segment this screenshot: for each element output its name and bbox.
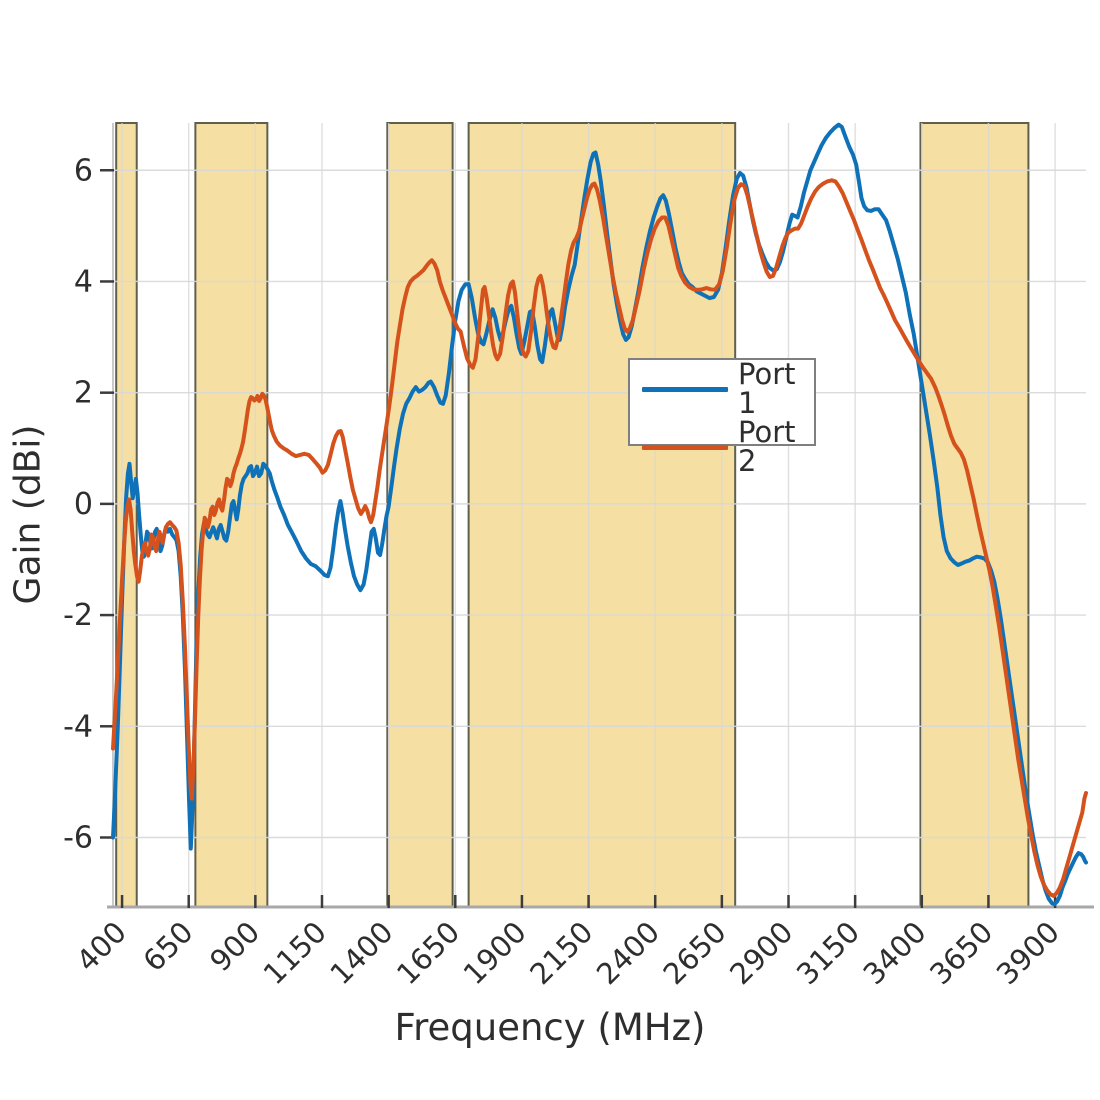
- y-tick-label: 0: [74, 487, 93, 522]
- highlight-band: [386, 122, 454, 908]
- legend: Port 1 Port 2: [628, 358, 816, 476]
- x-tick-label: 3150: [790, 915, 866, 991]
- x-tick-label: 3650: [923, 915, 999, 991]
- port-1-line-swatch: [642, 386, 728, 392]
- port-1-curve: [111, 122, 1088, 907]
- x-tick-label: 2900: [723, 915, 799, 991]
- y-tick-label: 2: [74, 376, 93, 411]
- y-tick-label: -6: [63, 820, 93, 855]
- x-tick-label: 1150: [257, 915, 333, 991]
- x-tick-label: 1900: [457, 915, 533, 991]
- highlight-band: [467, 122, 737, 908]
- legend-item-port-2: Port 2: [630, 418, 814, 476]
- x-tick-label: 3400: [857, 915, 933, 991]
- y-axis-label: Gain (dBi): [7, 424, 49, 605]
- x-tick-label: 400: [70, 915, 133, 978]
- highlight-band: [919, 122, 1030, 908]
- x-tick-label: 3900: [990, 915, 1066, 991]
- legend-label-port-2: Port 2: [738, 415, 796, 478]
- x-tick-label: 1650: [390, 915, 466, 991]
- x-tick-label: 900: [203, 915, 266, 978]
- y-tick-label: -4: [63, 709, 93, 744]
- x-tick-label: 1400: [323, 915, 399, 991]
- x-tick-label: 2650: [657, 915, 733, 991]
- x-tick-label: 650: [136, 915, 199, 978]
- x-tick-label: 2150: [523, 915, 599, 991]
- y-tick-label: 4: [74, 264, 93, 299]
- x-tick-label: 2400: [590, 915, 666, 991]
- y-tick-label: -2: [63, 598, 93, 633]
- port-2-curve: [111, 178, 1088, 898]
- port-2-line-swatch: [642, 444, 728, 450]
- legend-label-port-1: Port 1: [738, 357, 796, 420]
- y-tick-label: 6: [74, 153, 93, 188]
- x-axis-label: Frequency (MHz): [394, 1006, 706, 1049]
- legend-item-port-1: Port 1: [630, 360, 814, 418]
